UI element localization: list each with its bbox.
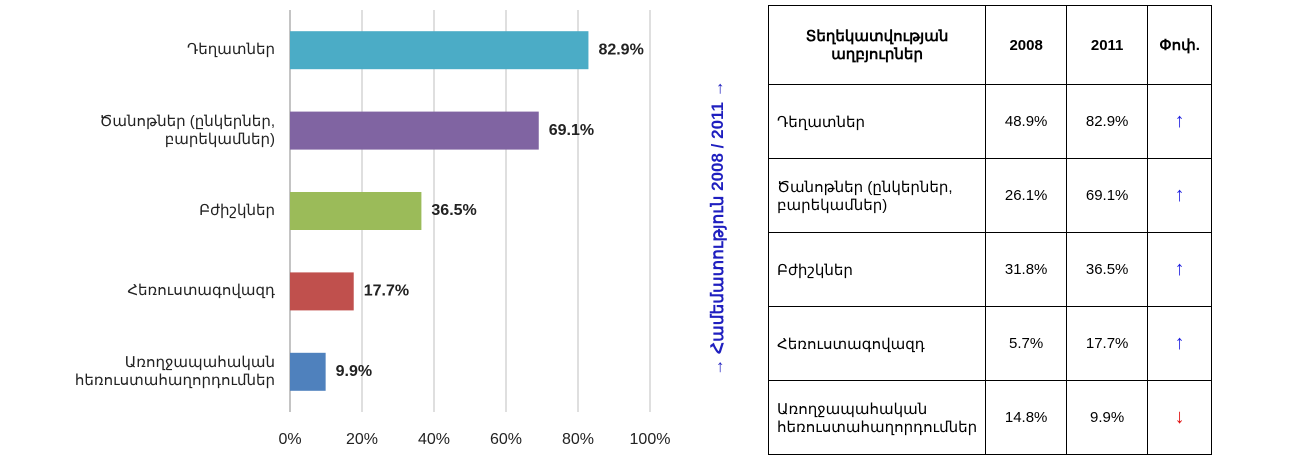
- header-cell: Փոփ.: [1147, 5, 1213, 85]
- table-body: Դեղատներ 48.9% 82.9% ↑ Ծանոթներ (ընկերներ, բ…: [767, 84, 1213, 455]
- table-row: Դեղատներ 48.9% 82.9% ↑: [767, 84, 1213, 159]
- comparison-table: Տեղեկատվության աղբյուրներ 2008 2011 Փոփ. Դե…: [767, 5, 1213, 455]
- header-cell: 2011: [1066, 5, 1149, 85]
- table-cell: 26.1%: [985, 158, 1068, 233]
- table-row: Բժիշկներ 31.8% 36.5% ↑: [767, 232, 1213, 307]
- data-label: 69.1%: [549, 122, 594, 139]
- x-tick-label: 20%: [346, 431, 378, 448]
- y-tick-label: Առողջապահական հեռուստահաղորդումներ: [74, 353, 275, 389]
- y-tick-label: Հեռուստագովազդ: [127, 282, 275, 300]
- bar: [290, 31, 589, 70]
- y-tick-label: Դեղատներ: [186, 41, 275, 59]
- table-cell: Ծանոթներ (ընկերներ, բարեկամներ): [767, 158, 987, 233]
- header-cell: Տեղեկատվության աղբյուրներ: [767, 5, 987, 85]
- table-cell: 9.9%: [1066, 380, 1149, 455]
- change-icon: ↑: [1147, 306, 1213, 381]
- table-cell: 31.8%: [985, 232, 1068, 307]
- y-tick-label: Ծանոթներ (ընկերներ, բարեկամներ): [99, 112, 275, 148]
- x-tick-label: 40%: [418, 431, 450, 448]
- table-cell: Դեղատներ: [767, 84, 987, 159]
- data-label: 82.9%: [598, 41, 643, 58]
- x-tick-label: 80%: [562, 431, 594, 448]
- table-cell: Բժիշկներ: [767, 232, 987, 307]
- data-label: 9.9%: [336, 363, 372, 380]
- table-cell: 17.7%: [1066, 306, 1149, 381]
- table-cell: 69.1%: [1066, 158, 1149, 233]
- table-cell: Հեռուստագովազդ: [767, 306, 987, 381]
- table-row: Հեռուստագովազդ 5.7% 17.7% ↑: [767, 306, 1213, 381]
- table-cell: 48.9%: [985, 84, 1068, 159]
- side-label: → Համեմատություն 2008 / 2011 →: [708, 80, 727, 376]
- change-icon: ↑: [1147, 84, 1213, 159]
- chart: 0% 20% 40% 60% 80% 100% 82.9% 69.1% 36.5% 17.7% 9.…: [278, 10, 671, 448]
- change-icon: ↑: [1147, 232, 1213, 307]
- bar: [290, 111, 539, 150]
- x-tick-label: 0%: [278, 431, 301, 448]
- table-row: Ծանոթներ (ընկերներ, բարեկամներ) 26.1% 69.1…: [767, 158, 1213, 233]
- table-cell: 36.5%: [1066, 232, 1149, 307]
- table-cell: 82.9%: [1066, 84, 1149, 159]
- change-icon: ↓: [1147, 380, 1213, 455]
- bar: [290, 192, 422, 230]
- table-row: Առողջապահական հեռուստահաղորդումներ 14.8% 9…: [767, 380, 1213, 455]
- table-cell: 14.8%: [985, 380, 1068, 455]
- change-icon: ↑: [1147, 158, 1213, 233]
- header-row: Տեղեկատվության աղբյուրներ 2008 2011 Փոփ.: [767, 5, 1213, 85]
- x-tick-label: 100%: [630, 431, 671, 448]
- header-cell: 2008: [985, 5, 1068, 85]
- x-tick-label: 60%: [490, 431, 522, 448]
- y-tick-label: Բժիշկներ: [199, 202, 275, 219]
- bar: [290, 272, 354, 311]
- data-label: 17.7%: [364, 283, 409, 300]
- data-label: 36.5%: [431, 202, 476, 219]
- table-cell: Առողջապահական հեռուստահաղորդումներ: [767, 380, 987, 455]
- bar: [290, 352, 326, 391]
- table-cell: 5.7%: [985, 306, 1068, 381]
